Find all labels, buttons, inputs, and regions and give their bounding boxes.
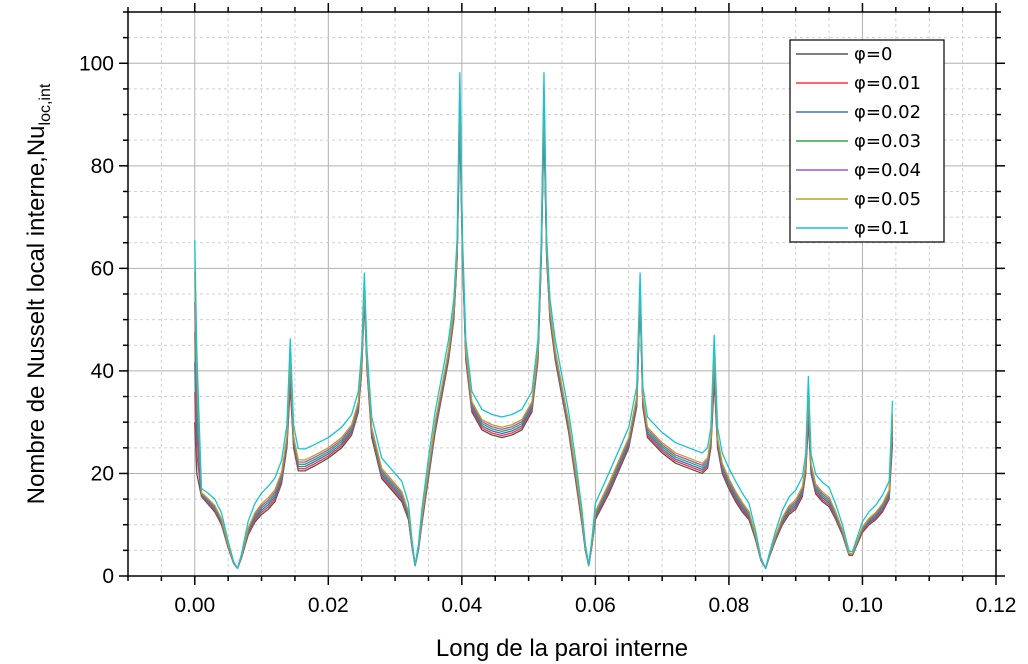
y-tick-label: 60	[91, 257, 114, 280]
legend-label: φ=0.02	[854, 102, 921, 123]
x-tick-label: 0.04	[441, 594, 482, 617]
x-tick-label: 0.10	[842, 594, 883, 617]
y-tick-label: 20	[91, 462, 114, 485]
axis-ticks	[119, 3, 1005, 585]
y-axis-title-main: Nombre de Nusselt local interne,Nu	[23, 125, 50, 504]
x-tick-label: 0.12	[976, 594, 1017, 617]
x-tick-label: 0.08	[708, 594, 749, 617]
y-tick-label: 0	[102, 565, 114, 588]
x-tick-label: 0.06	[575, 594, 616, 617]
y-axis-title-subscript: loc,int	[37, 83, 54, 125]
legend-label: φ=0.01	[854, 73, 921, 94]
legend-label: φ=0.1	[854, 218, 910, 239]
y-tick-label: 80	[91, 155, 114, 178]
y-axis-title: Nombre de Nusselt local interne,Nuloc,in…	[23, 83, 54, 504]
x-tick-labels: 0.00 0.02 0.04 0.06 0.08 0.10 0.12	[174, 594, 1016, 617]
y-tick-labels: 0 20 40 60 80 100	[79, 52, 114, 588]
y-tick-label: 100	[79, 52, 114, 75]
legend-label: φ=0.04	[854, 160, 921, 181]
x-tick-label: 0.02	[308, 594, 349, 617]
y-tick-label: 40	[91, 360, 114, 383]
x-axis-title: Long de la paroi interne	[436, 635, 688, 662]
legend-label: φ=0.05	[854, 189, 921, 210]
legend-label: φ=0	[854, 44, 892, 65]
x-tick-label: 0.00	[174, 594, 215, 617]
legend: φ=0 φ=0.01 φ=0.02 φ=0.03 φ=0.04 φ=0.05 φ=0.1	[789, 39, 945, 243]
legend-label: φ=0.03	[854, 131, 921, 152]
series-lines	[194, 72, 894, 569]
series-line	[194, 72, 894, 569]
